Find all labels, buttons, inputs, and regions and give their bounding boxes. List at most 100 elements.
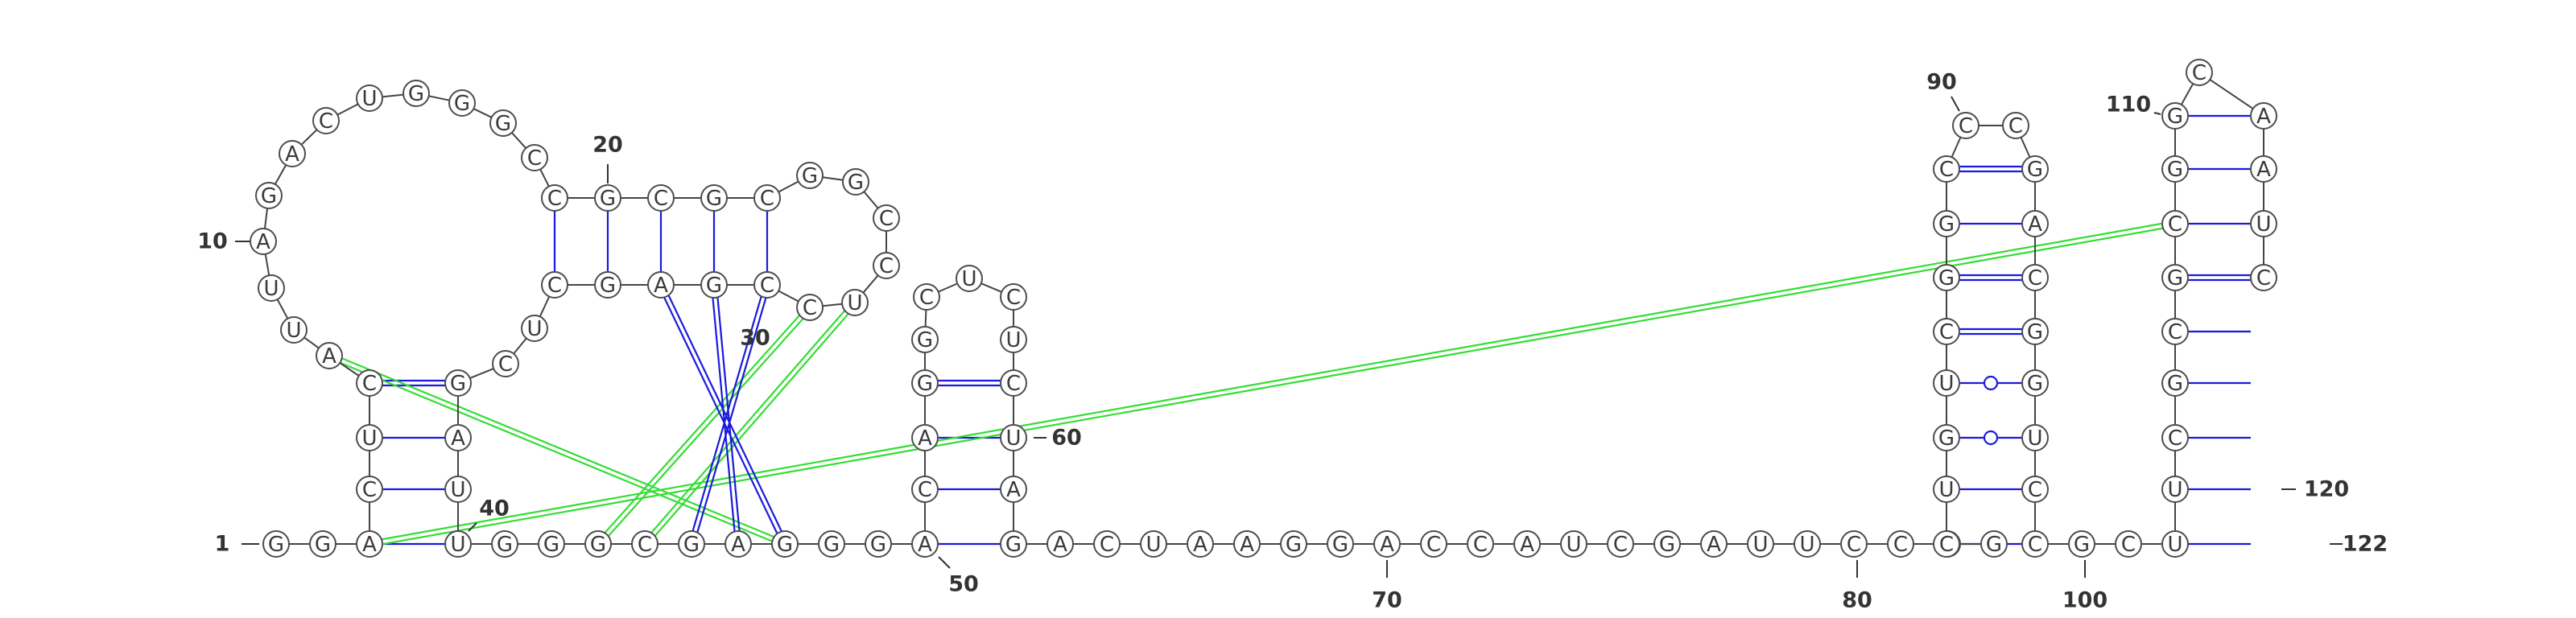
nucleotide-36: C [492, 350, 519, 377]
nucleotide-100: C [2021, 476, 2049, 503]
nucleotide-81: C [1887, 530, 1914, 558]
backbone-segment [274, 164, 287, 185]
nucleotide-115: A [2250, 155, 2277, 183]
nucleotide-letter: C [1006, 372, 1021, 396]
number-label-122: 122 [2330, 532, 2388, 557]
nucleotide-letter: U [1005, 328, 1021, 352]
nucleotide-circle [1933, 476, 1960, 503]
nucleotide-letter: G [917, 328, 933, 352]
backbone-segment [2180, 83, 2194, 105]
tertiary-pair-line [696, 297, 767, 533]
nucleotide-circle [541, 184, 568, 212]
nucleotide-circle [538, 530, 565, 558]
nucleotide-71: C [1420, 530, 1447, 558]
nucleotide-letter: C [879, 254, 894, 278]
nucleotide-letter: U [2027, 426, 2042, 451]
number-text: 1 [215, 532, 230, 557]
pseudoknot-pair [382, 222, 2163, 546]
nucleotide-69: G [1327, 530, 1354, 558]
backbone-segment [862, 274, 879, 294]
backbone-layer [263, 79, 2264, 545]
nucleotide-circle [1000, 476, 1027, 503]
backbone-segment [513, 337, 527, 355]
nucleotide-31: G [700, 271, 728, 299]
nucleotide-46: A [724, 530, 752, 558]
tertiary-pair-line [716, 297, 741, 531]
nucleotide-98: G [2021, 369, 2049, 397]
pseudoknot-line [608, 318, 804, 537]
backbone-segment [822, 303, 843, 307]
nucleotide-circle [1933, 264, 1960, 291]
nucleotide-circle [356, 476, 383, 503]
nucleotide-circle [1887, 530, 1914, 558]
nucleotide-21: C [647, 184, 675, 212]
nucleotide-50: A [911, 530, 939, 558]
nucleotide-letter: G [802, 164, 818, 188]
nucleotide-49: G [865, 530, 892, 558]
nucleotide-32: A [647, 271, 675, 299]
nucleotide-circle [1747, 530, 1774, 558]
number-label-1: 1 [215, 532, 259, 557]
nucleotide-letter: U [2167, 478, 2182, 502]
nucleotide-circle [1280, 530, 1307, 558]
nucleotide-51: C [911, 476, 939, 503]
nucleotide-letter: G [315, 533, 331, 557]
nucleotide-circle [491, 530, 518, 558]
nucleotide-95: A [2021, 210, 2049, 237]
nucleotide-circle [2186, 59, 2213, 86]
nucleotide-letter: C [547, 274, 562, 298]
nucleotide-19: C [541, 184, 568, 212]
nucleotide-66: A [1187, 530, 1214, 558]
nucleotide-circle [700, 184, 728, 212]
nucleotide-letter: C [527, 146, 542, 171]
nucleotide-circle [911, 476, 939, 503]
nucleotide-113: C [2186, 59, 2213, 86]
nucleotide-circle [2161, 369, 2189, 397]
nucleotide-circle [2021, 210, 2049, 237]
number-text: 60 [1051, 426, 1082, 451]
nucleotide-circle [309, 530, 336, 558]
nucleotide-circle [1840, 530, 1868, 558]
nucleotide-28: U [841, 289, 869, 316]
backbone-segment [428, 95, 450, 101]
nucleotide-40: U [444, 530, 472, 558]
nucleotide-37: G [444, 369, 472, 397]
nucleotide-88: C [1933, 318, 1960, 345]
nucleotide-circle [258, 274, 285, 302]
nucleotide-letter: G [1659, 533, 1675, 557]
nucleotide-letter: A [285, 142, 299, 167]
tertiary-pair-line [667, 295, 782, 532]
tertiary-pair [663, 295, 782, 534]
base-pair [1959, 165, 2022, 173]
nucleotide-circle [753, 184, 781, 212]
nucleotide-circle [1000, 326, 1027, 353]
number-label-120: 120 [2281, 477, 2349, 502]
nucleotide-70: A [1373, 530, 1401, 558]
nucleotide-85: U [1933, 476, 1960, 503]
nucleotide-27: C [873, 252, 900, 279]
nucleotide-letter: A [1380, 533, 1394, 557]
nucleotide-56: U [956, 265, 983, 292]
nucleotide-5: U [356, 424, 383, 451]
nucleotide-circle [1000, 530, 1027, 558]
nucleotide-circle [2161, 102, 2189, 130]
nucleotide-54: G [911, 326, 939, 353]
nucleotide-3: A [356, 530, 383, 558]
nucleotide-letter: C [654, 187, 668, 211]
number-label-40: 40 [468, 496, 510, 532]
backbone-segment [2209, 79, 2254, 109]
number-label-80: 80 [1842, 560, 1872, 613]
nucleotide-64: C [1093, 530, 1121, 558]
backbone-segment [539, 296, 551, 317]
nucleotide-letter: C [2192, 61, 2207, 85]
nucleotide-letter: C [362, 372, 377, 396]
nucleotide-circle [1933, 318, 1960, 345]
nucleotide-circle [444, 424, 472, 451]
nucleotide-circle [1933, 424, 1960, 451]
nucleotide-circle [1233, 530, 1261, 558]
nucleotide-114: A [2250, 102, 2277, 130]
nucleotide-letter: G [1005, 533, 1022, 557]
backbone-segment [863, 191, 879, 209]
nucleotide-letter: G [543, 533, 559, 557]
